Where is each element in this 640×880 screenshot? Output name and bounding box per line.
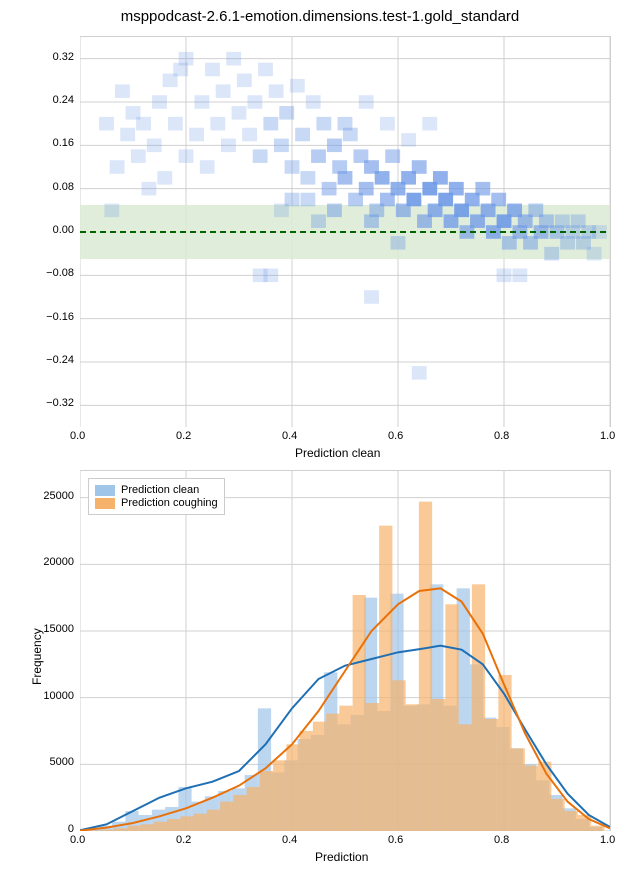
bottom-xtick: 0.6: [388, 834, 403, 846]
bottom-ytick: 20000: [43, 556, 74, 568]
legend-label-clean: Prediction clean: [121, 484, 199, 496]
top-ytick: 0.24: [53, 94, 74, 106]
figure: msppodcast-2.6.1-emotion.dimensions.test…: [0, 0, 640, 880]
top-ytick: 0.00: [53, 224, 74, 236]
bottom-ytick: 15000: [43, 623, 74, 635]
top-ytick: −0.16: [46, 311, 74, 323]
top-ytick: −0.08: [46, 267, 74, 279]
bottom-xtick: 0.4: [282, 834, 297, 846]
bottom-xlabel: Prediction: [315, 850, 368, 864]
top-ytick: 0.16: [53, 137, 74, 149]
bottom-ytick: 10000: [43, 690, 74, 702]
bottom-xtick: 0.8: [494, 834, 509, 846]
legend-swatch-coughing: [95, 498, 115, 509]
bottom-xtick: 0.2: [176, 834, 191, 846]
legend-item-clean: Prediction clean: [95, 484, 218, 496]
top-xtick: 0.2: [176, 430, 191, 442]
top-xtick: 0.4: [282, 430, 297, 442]
bottom-ytick: 25000: [43, 490, 74, 502]
top-xtick: 1.0: [600, 430, 615, 442]
figure-title: msppodcast-2.6.1-emotion.dimensions.test…: [0, 8, 640, 25]
scatter-density-panel: [80, 36, 611, 427]
bottom-ylabel: Frequency: [30, 628, 44, 685]
top-ytick: 0.08: [53, 181, 74, 193]
top-xlabel: Prediction clean: [295, 446, 380, 460]
top-ytick: −0.24: [46, 354, 74, 366]
bottom-xtick: 0.0: [70, 834, 85, 846]
top-xtick: 0.8: [494, 430, 509, 442]
legend-swatch-clean: [95, 485, 115, 496]
scatter-density-svg: [80, 37, 610, 427]
legend-label-coughing: Prediction coughing: [121, 497, 218, 509]
top-xtick: 0.6: [388, 430, 403, 442]
top-ytick: 0.32: [53, 51, 74, 63]
bottom-ytick: 5000: [50, 756, 74, 768]
bottom-xtick: 1.0: [600, 834, 615, 846]
top-xtick: 0.0: [70, 430, 85, 442]
legend: Prediction clean Prediction coughing: [88, 478, 225, 515]
top-ytick: −0.32: [46, 397, 74, 409]
histogram-panel: [80, 470, 611, 831]
legend-item-coughing: Prediction coughing: [95, 497, 218, 509]
histogram-svg: [80, 471, 610, 831]
